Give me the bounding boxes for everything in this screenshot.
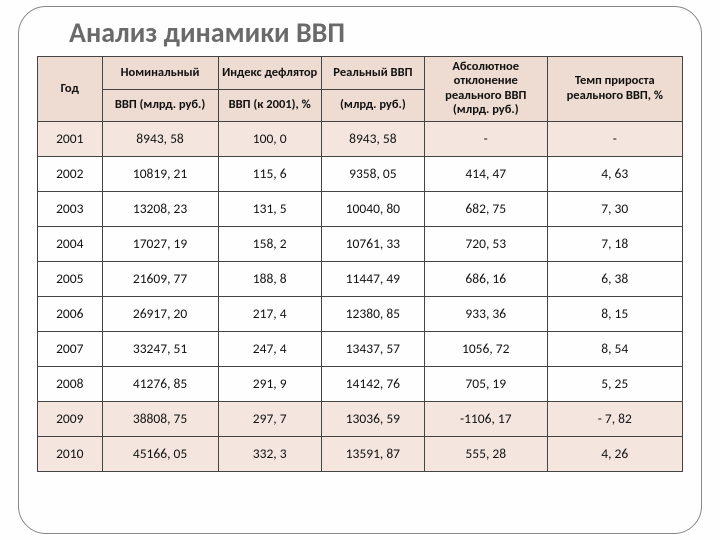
table-cell: 13208, 23 (102, 191, 218, 226)
table-cell: 705, 19 (424, 366, 547, 401)
table-cell: 8943, 58 (321, 121, 424, 156)
table-cell: 14142, 76 (321, 366, 424, 401)
table-cell: 38808, 75 (102, 401, 218, 436)
table-cell: 13437, 57 (321, 331, 424, 366)
page-title: Анализ динамики ВВП (69, 15, 683, 50)
table-cell: - (547, 121, 682, 156)
table-cell: 8943, 58 (102, 121, 218, 156)
table-cell: 11447, 49 (321, 261, 424, 296)
table-row: 200626917, 20217, 412380, 85933, 368, 15 (38, 296, 683, 331)
col-deflator-1: Индекс дефлятор (218, 57, 321, 90)
table-cell: 7, 30 (547, 191, 682, 226)
col-deflator-2: ВВП (к 2001), % (218, 90, 321, 121)
table-cell: 4, 26 (547, 436, 682, 471)
table-header: Год Номинальный Индекс дефлятор Реальный… (38, 57, 683, 122)
col-growth: Темп прироста реального ВВП, % (547, 57, 682, 122)
table-cell: 2007 (38, 331, 103, 366)
table-cell: 291, 9 (218, 366, 321, 401)
table-cell: 10761, 33 (321, 226, 424, 261)
col-absdev-1: Абсолютное отклонение реального ВВП (445, 59, 526, 103)
col-real-2: (млрд. руб.) (321, 90, 424, 121)
table-cell: 158, 2 (218, 226, 321, 261)
table-cell: 2001 (38, 121, 103, 156)
slide-frame: Анализ динамики ВВП Год Номинальный Инде… (18, 6, 702, 534)
table-cell: 41276, 85 (102, 366, 218, 401)
table-cell: 297, 7 (218, 401, 321, 436)
table-cell: 26917, 20 (102, 296, 218, 331)
table-cell: 332, 3 (218, 436, 321, 471)
table-cell: 2009 (38, 401, 103, 436)
table-cell: 1056, 72 (424, 331, 547, 366)
table-cell: 21609, 77 (102, 261, 218, 296)
table-row: 200841276, 85291, 914142, 76705, 195, 25 (38, 366, 683, 401)
table-cell: 115, 6 (218, 156, 321, 191)
table-cell: 2003 (38, 191, 103, 226)
col-absdev: Абсолютное отклонение реального ВВП (млр… (424, 57, 547, 122)
table-row: 200313208, 23131, 510040, 80682, 757, 30 (38, 191, 683, 226)
table-cell: 2006 (38, 296, 103, 331)
table-cell: 2010 (38, 436, 103, 471)
col-year: Год (38, 57, 103, 122)
table-cell: 17027, 19 (102, 226, 218, 261)
table-cell: 13591, 87 (321, 436, 424, 471)
table-cell: 10819, 21 (102, 156, 218, 191)
table-body: 20018943, 58100, 08943, 58--200210819, 2… (38, 121, 683, 471)
table-cell: 2008 (38, 366, 103, 401)
table-cell: -1106, 17 (424, 401, 547, 436)
table-cell: 2002 (38, 156, 103, 191)
table-cell: 131, 5 (218, 191, 321, 226)
table-cell: 7, 18 (547, 226, 682, 261)
table-cell: 414, 47 (424, 156, 547, 191)
table-cell: 4, 63 (547, 156, 682, 191)
table-cell: 12380, 85 (321, 296, 424, 331)
table-cell: - (424, 121, 547, 156)
table-cell: 682, 75 (424, 191, 547, 226)
table-cell: 9358, 05 (321, 156, 424, 191)
table-cell: 13036, 59 (321, 401, 424, 436)
table-row: 200210819, 21115, 69358, 05414, 474, 63 (38, 156, 683, 191)
table-row: 200733247, 51247, 413437, 571056, 728, 5… (38, 331, 683, 366)
table-row: 200938808, 75297, 713036, 59-1106, 17- 7… (38, 401, 683, 436)
table-cell: 8, 54 (547, 331, 682, 366)
table-cell: 45166, 05 (102, 436, 218, 471)
col-real-1: Реальный ВВП (321, 57, 424, 90)
col-absdev-2: (млрд. руб.) (453, 102, 519, 117)
table-row: 200417027, 19158, 210761, 33720, 537, 18 (38, 226, 683, 261)
table-row: 200521609, 77188, 811447, 49686, 166, 38 (38, 261, 683, 296)
col-nominal-2: ВВП (млрд. руб.) (102, 90, 218, 121)
table-cell: 2005 (38, 261, 103, 296)
table-cell: 933, 36 (424, 296, 547, 331)
table-cell: 555, 28 (424, 436, 547, 471)
table-cell: 33247, 51 (102, 331, 218, 366)
table-row: 201045166, 05332, 313591, 87555, 284, 26 (38, 436, 683, 471)
table-cell: 247, 4 (218, 331, 321, 366)
table-cell: 100, 0 (218, 121, 321, 156)
table-cell: 217, 4 (218, 296, 321, 331)
gdp-table: Год Номинальный Индекс дефлятор Реальный… (37, 56, 683, 472)
table-cell: 188, 8 (218, 261, 321, 296)
table-cell: 8, 15 (547, 296, 682, 331)
table-cell: 686, 16 (424, 261, 547, 296)
table-cell: 5, 25 (547, 366, 682, 401)
table-row: 20018943, 58100, 08943, 58-- (38, 121, 683, 156)
table-cell: 720, 53 (424, 226, 547, 261)
col-nominal-1: Номинальный (102, 57, 218, 90)
table-cell: 10040, 80 (321, 191, 424, 226)
table-cell: - 7, 82 (547, 401, 682, 436)
table-cell: 6, 38 (547, 261, 682, 296)
table-cell: 2004 (38, 226, 103, 261)
